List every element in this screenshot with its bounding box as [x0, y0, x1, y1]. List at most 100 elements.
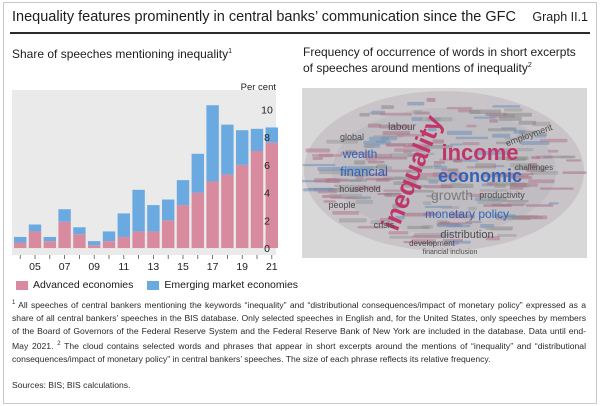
cloud-filler: [412, 110, 423, 115]
cloud-filler: [504, 137, 522, 140]
bar-advanced: [14, 242, 27, 249]
cloud-filler: [394, 198, 409, 201]
cloud-filler: [566, 159, 582, 162]
bar-emerging: [265, 127, 278, 143]
bar-emerging: [14, 236, 27, 243]
cloud-filler: [530, 171, 559, 175]
cloud-filler: [370, 220, 393, 225]
footnote-1: All speeches of central bankers mentioni…: [12, 299, 586, 351]
cloud-filler: [495, 141, 511, 145]
cloud-filler: [451, 182, 462, 185]
cloud-filler: [380, 112, 412, 116]
cloud-filler: [534, 135, 547, 138]
cloud-filler: [528, 162, 538, 168]
cloud-filler: [507, 173, 534, 176]
cloud-filler: [393, 181, 417, 186]
cloud-filler: [352, 196, 368, 200]
bar-advanced: [191, 192, 204, 249]
cloud-word: financial: [340, 164, 388, 179]
cloud-filler: [517, 135, 528, 138]
bar-emerging: [102, 231, 116, 242]
cloud-filler: [354, 160, 366, 165]
cloud-filler: [302, 164, 336, 167]
x-tick-label: 17: [207, 261, 219, 273]
cloud-word: labour: [388, 122, 416, 133]
cloud-filler: [403, 150, 412, 154]
cloud-filler: [424, 185, 453, 189]
cloud-word: challenges: [515, 163, 553, 172]
bar-advanced: [176, 205, 190, 249]
cloud-filler: [332, 210, 360, 215]
left-panel-title-note: 1: [228, 48, 233, 55]
cloud-filler: [487, 128, 517, 132]
cloud-filler: [495, 217, 507, 220]
bar-emerging: [162, 199, 175, 221]
cloud-filler: [407, 225, 430, 230]
cloud-filler: [427, 128, 437, 132]
cloud-filler: [507, 202, 527, 205]
y-tick-label: 0: [264, 243, 270, 255]
y-tick-label: 10: [261, 104, 273, 116]
cloud-filler: [317, 166, 341, 171]
y-tick-label: 8: [264, 132, 270, 144]
cloud-filler: [355, 199, 374, 204]
bar-emerging: [88, 241, 101, 246]
cloud-filler: [450, 212, 464, 216]
bar-advanced: [265, 142, 278, 249]
cloud-filler: [539, 187, 574, 190]
cloud-filler: [509, 186, 524, 190]
cloud-filler: [308, 187, 334, 190]
cloud-word: crisis: [374, 220, 395, 230]
cloud-filler: [476, 151, 510, 155]
bar-advanced: [147, 231, 160, 249]
bar-emerging: [176, 180, 190, 206]
legend-label-advanced: Advanced economies: [33, 279, 134, 291]
cloud-filler: [355, 175, 364, 180]
cloud-filler: [448, 168, 459, 173]
cloud-filler: [453, 158, 463, 163]
cloud-filler: [493, 165, 505, 168]
cloud-filler: [363, 143, 374, 149]
cloud-filler: [396, 133, 426, 137]
cloud-word: development: [409, 239, 456, 248]
bar-emerging: [28, 224, 42, 232]
cloud-filler: [420, 172, 444, 177]
cloud-filler: [423, 201, 432, 206]
cloud-filler: [482, 173, 509, 178]
cloud-filler: [450, 143, 463, 146]
bar-emerging: [147, 205, 160, 232]
cloud-filler: [497, 234, 517, 237]
cloud-filler: [477, 200, 503, 204]
cloud-filler: [411, 117, 423, 121]
cloud-filler: [468, 193, 484, 197]
cloud-filler: [359, 112, 370, 117]
x-tick-label: 15: [177, 261, 189, 273]
cloud-filler: [518, 215, 548, 220]
bar-advanced: [58, 221, 71, 249]
cloud-filler: [500, 200, 529, 203]
footnote-text: 1 All speeches of central bankers mentio…: [12, 297, 586, 366]
cloud-filler: [312, 156, 323, 160]
cloud-filler: [438, 222, 472, 225]
y-tick-label: 2: [264, 215, 270, 227]
cloud-filler: [492, 105, 521, 108]
footnote-2-marker: 2: [57, 340, 61, 347]
cloud-filler: [375, 140, 387, 143]
cloud-filler: [497, 156, 529, 161]
bar-advanced: [221, 174, 234, 249]
cloud-filler: [369, 111, 384, 115]
cloud-filler: [548, 202, 559, 205]
cloud-filler: [388, 231, 409, 235]
x-tick-label: 11: [118, 261, 129, 273]
cloud-filler: [381, 105, 394, 110]
right-panel-title-text: Frequency of occurrence of words in shor…: [303, 45, 576, 75]
bar-emerging: [132, 189, 145, 232]
cloud-filler: [403, 241, 412, 244]
cloud-filler: [412, 235, 442, 239]
cloud-filler: [441, 206, 460, 209]
cloud-filler: [339, 218, 367, 223]
bar-advanced: [102, 241, 116, 249]
cloud-filler: [367, 123, 381, 128]
bar-advanced: [132, 231, 145, 249]
